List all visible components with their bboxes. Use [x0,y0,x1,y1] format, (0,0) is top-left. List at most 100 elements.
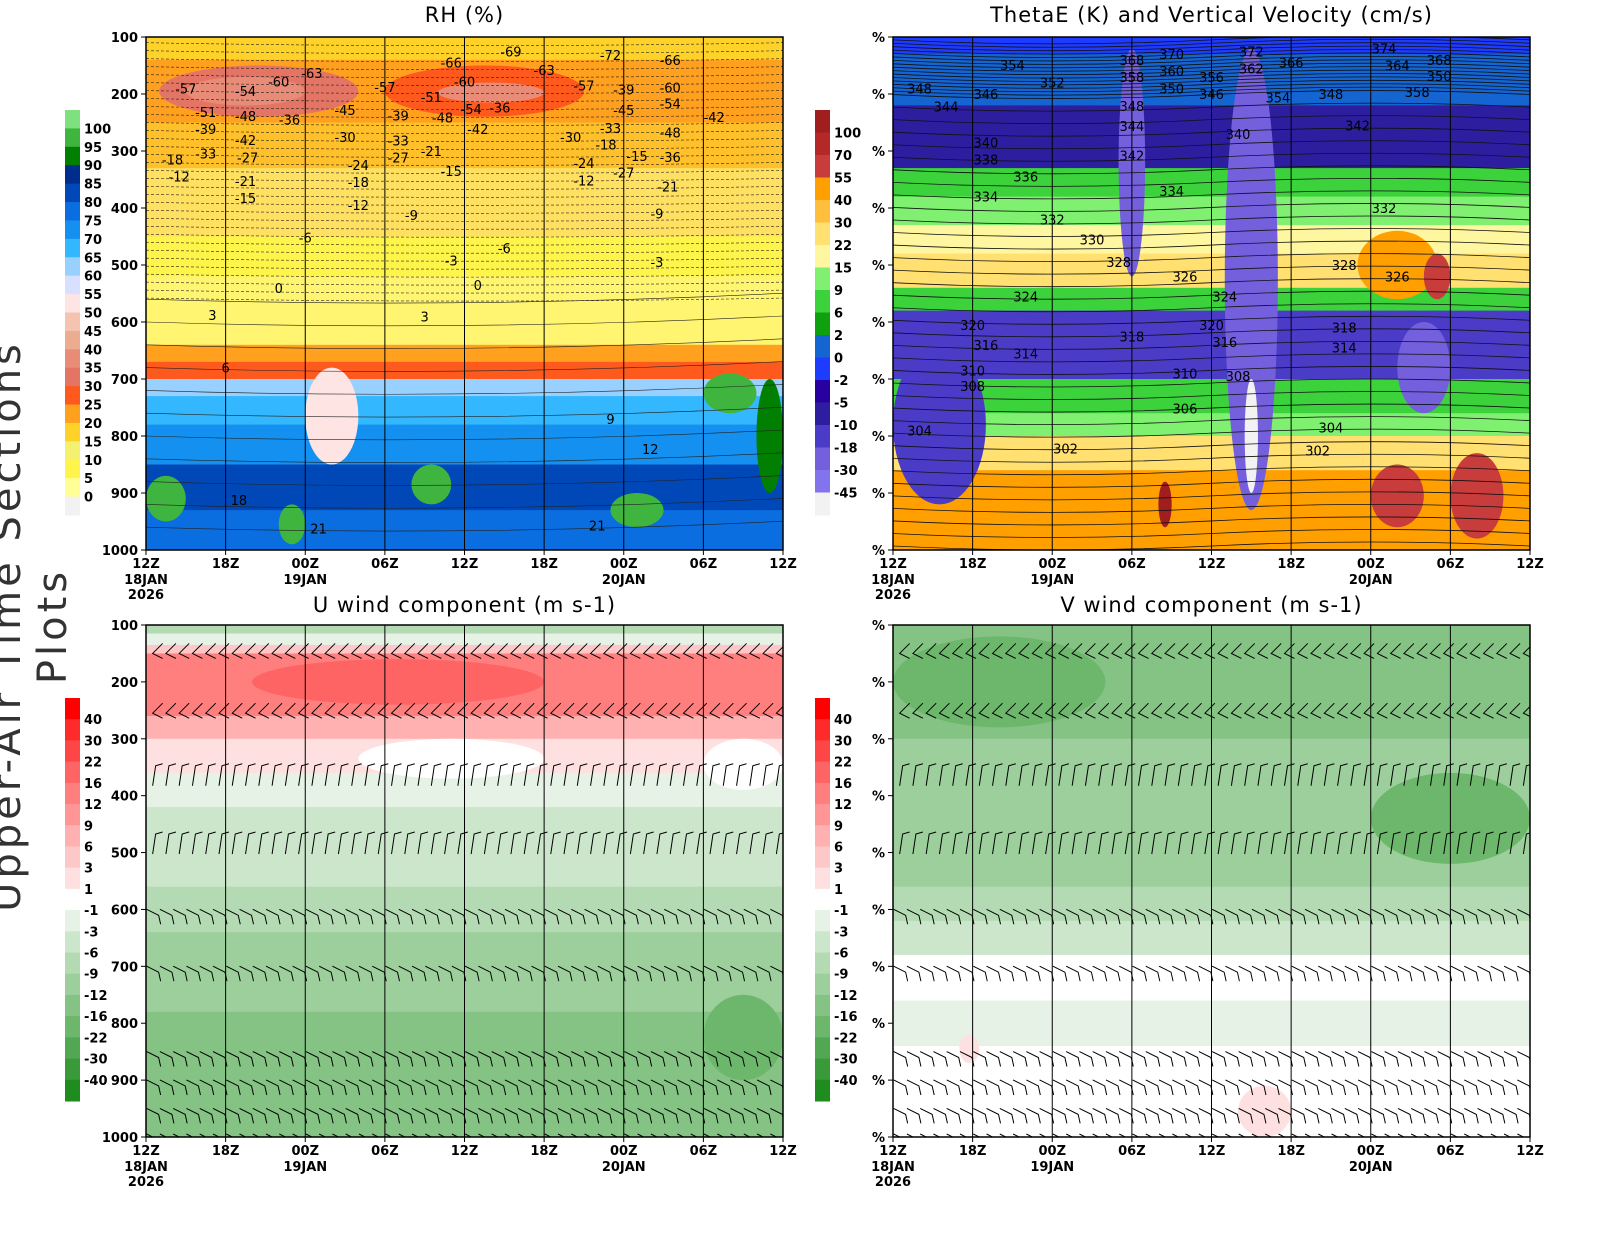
y-tick-label: 600 [111,316,138,331]
wind-barb [610,1107,626,1124]
wind-barb [1304,908,1320,925]
colorbar-label: 6 [834,840,843,855]
wind-barb [1503,1079,1519,1096]
contour-label: -48 [432,112,453,127]
temperature-contour [146,170,783,174]
wind-barb [743,1051,759,1067]
wind-barb [1119,965,1134,982]
wind-barb [504,1133,513,1137]
wind-barb [677,965,692,982]
wind-barb [959,965,975,982]
wind-barb [1278,965,1293,982]
wind-barb [576,702,588,719]
wind-barb [748,643,761,659]
wind-barb [549,643,562,659]
panel-1: -57-51-54-48-42-36-39-33 -27-21-15-18-12-… [65,3,797,603]
wind-barb [1264,1107,1280,1124]
wind-barb [523,643,535,659]
wind-barb [332,1079,347,1096]
wind-barb [965,763,977,786]
wind-barb [443,702,455,719]
colorbar-label: -5 [834,397,848,412]
wind-barb [1052,1051,1068,1067]
temperature-contour [146,257,783,262]
wind-barb [265,908,281,925]
wind-barb [305,1079,321,1096]
x-tick-label: 18Z [530,1144,558,1159]
x-tick-label: 00Z [1357,1144,1385,1159]
wind-barb [650,1051,666,1067]
wind-barb [1257,831,1269,855]
wind-barb [1052,965,1068,982]
shaded-feature [411,464,452,505]
wind-barb [637,965,653,982]
shaded-feature [278,504,306,545]
wind-barb [284,643,296,659]
wind-barb [536,763,548,786]
colorbar-swatch [65,825,80,847]
wind-barb [1323,763,1335,786]
wind-barb [152,831,163,855]
colorbar-label: -45 [834,487,858,502]
contour-label: 318 [1332,322,1357,337]
wind-barb [523,702,535,719]
wind-barb [992,763,1003,786]
wind-barb [663,965,679,982]
wind-barb [717,1051,732,1067]
x-tick-label: 06Z [371,1144,399,1159]
wind-barb [563,643,575,659]
wind-barb [1522,646,1530,658]
colorbar-label: 3 [834,862,843,877]
panel-title: ThetaE (K) and Vertical Velocity (cm/s) [989,3,1433,27]
colorbar-swatch [815,312,830,336]
wind-barb [663,1133,672,1137]
wind-barb [517,965,533,982]
x-tick-label: 12Z [451,1144,479,1159]
wind-barb [571,1051,586,1067]
wind-barb [385,908,400,925]
wind-barb [1071,763,1083,786]
contour-label: 18 [231,494,248,509]
wind-barb [324,702,336,719]
colorbar-label: 55 [84,288,102,303]
colorbar-swatch [65,761,80,784]
colorbar-swatch [815,335,830,358]
x-date-label: 18JAN [124,573,168,588]
y-tick-label: 300 [111,145,138,160]
wind-barb [906,1079,922,1096]
wind-barb [978,763,990,786]
wind-barb [1376,643,1388,659]
x-date-label: 20JAN [602,573,646,588]
contour-label: -27 [237,151,258,166]
wind-barb [404,763,415,786]
wind-barb [1331,1051,1347,1067]
x-date-label: 20JAN [602,1160,646,1175]
wind-barb [390,643,402,659]
wind-barb [292,908,308,925]
x-tick-label: 12Z [1516,557,1544,572]
wind-barb [279,1133,287,1137]
wind-barb [1456,702,1468,719]
wind-barb [146,1079,162,1096]
wind-barb [1410,1133,1419,1137]
wind-barb [464,965,480,982]
wind-barb [584,965,600,982]
wind-barb [1132,1107,1147,1124]
x-tick-label: 06Z [371,557,399,572]
colorbar-swatch [65,404,80,424]
wind-barb [438,908,454,925]
wind-barb [1344,1051,1360,1067]
wind-barb [483,643,495,659]
wind-barb [358,1079,374,1096]
wind-barb [358,1107,374,1124]
wind-barb [1251,1079,1267,1096]
wind-barb [906,1107,922,1124]
colorbar-swatch [65,1016,80,1038]
wind-barb [584,1079,600,1096]
wind-barb [748,702,761,719]
wind-barb [677,1133,685,1137]
wind-barb [1230,831,1242,855]
wind-barb [709,831,721,855]
wind-barb [199,965,215,982]
wind-barb [1310,643,1322,659]
